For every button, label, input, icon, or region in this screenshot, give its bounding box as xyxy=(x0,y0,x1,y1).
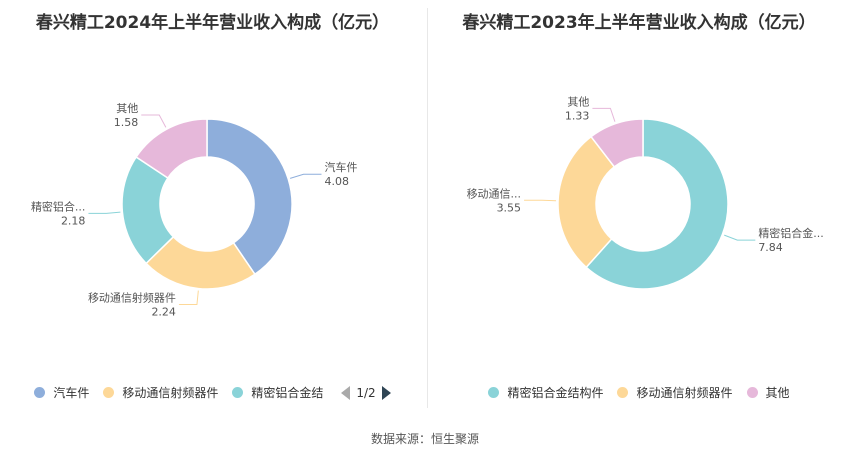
legend-item-aluminum-parts[interactable]: 精密铝合金结 xyxy=(232,384,323,401)
slice-label-value: 1.33 xyxy=(565,109,590,122)
slice-label-value: 3.55 xyxy=(497,201,522,214)
prev-page-icon[interactable] xyxy=(341,385,351,400)
legend-label: 移动通信射频器件 xyxy=(122,386,219,400)
label-leader-line xyxy=(592,107,616,122)
label-leader-line xyxy=(524,199,557,202)
legend: 精密铝合金结构件 移动通信射频器件 其他 xyxy=(428,384,850,401)
slice-label-value: 7.84 xyxy=(758,241,783,254)
pie-slice-3[interactable] xyxy=(135,118,208,180)
legend-item-auto-parts[interactable]: 汽车件 xyxy=(34,384,89,401)
legend-label: 精密铝合金结构件 xyxy=(507,386,604,400)
chart-title: 春兴精工2023年上半年营业收入构成（亿元） xyxy=(462,13,816,33)
label-leader-line xyxy=(141,114,167,128)
data-source-note: 数据来源：恒生聚源 xyxy=(370,432,479,446)
legend-page-indicator: 1/2 xyxy=(356,385,376,400)
slice-label-value: 4.08 xyxy=(325,175,350,188)
slice-label-value: 1.58 xyxy=(114,116,139,129)
donut-chart-2023: 精密铝合金...7.84 移动通信...3.55 其他1.33 xyxy=(467,95,824,290)
slice-label-name: 汽车件 xyxy=(325,160,358,174)
slice-label-name: 移动通信射频器件 xyxy=(88,290,176,304)
legend-marker xyxy=(488,387,500,398)
pie-slice-1[interactable] xyxy=(557,135,616,269)
legend-marker xyxy=(746,387,758,398)
next-page-icon[interactable] xyxy=(381,385,391,400)
pie-slice-0[interactable] xyxy=(585,118,729,290)
legend-label: 汽车件 xyxy=(53,386,90,400)
panel-divider xyxy=(427,8,428,408)
legend-item-aluminum-parts[interactable]: 精密铝合金结构件 xyxy=(488,384,603,401)
chart-panel-2023: 春兴精工2023年上半年营业收入构成（亿元） 精密铝合金... 7.84 移动通信.… xyxy=(428,0,850,410)
chart-title: 春兴精工2024年上半年营业收入构成（亿元） xyxy=(35,13,390,33)
pie-slice-0[interactable] xyxy=(206,118,293,276)
pie-slice-2[interactable] xyxy=(590,118,644,168)
label-leader-line xyxy=(289,173,322,179)
legend-label: 精密铝合金结 xyxy=(251,386,324,400)
legend-label: 移动通信射频器件 xyxy=(636,386,733,400)
legend-label: 其他 xyxy=(765,386,790,400)
label-leader-line xyxy=(724,234,756,241)
slice-label-name: 移动通信... xyxy=(467,187,522,200)
legend-marker xyxy=(617,387,629,398)
legend-marker xyxy=(34,387,46,398)
legend: 汽车件 移动通信射频器件 精密铝合金结 1/2 xyxy=(0,384,425,401)
chart-panel-2024: 春兴精工2024年上半年营业收入构成（亿元） 汽车件 4.08 移动通信射频器件 2.… xyxy=(0,0,425,410)
slice-label-value: 2.24 xyxy=(151,305,176,318)
label-leader-line xyxy=(178,290,199,305)
legend-item-rf-devices[interactable]: 移动通信射频器件 xyxy=(103,384,218,401)
slice-label-name: 精密铝合... xyxy=(31,199,86,213)
slice-label-value: 2.18 xyxy=(61,214,86,227)
slice-label-name: 其他 xyxy=(567,95,589,108)
legend-item-other[interactable]: 其他 xyxy=(746,384,790,401)
legend-marker xyxy=(232,387,244,398)
legend-marker xyxy=(103,387,115,398)
legend-item-rf-devices[interactable]: 移动通信射频器件 xyxy=(617,384,733,401)
slice-label-name: 精密铝合金... xyxy=(758,226,824,240)
slice-label-name: 其他 xyxy=(116,102,138,115)
label-leader-line xyxy=(88,211,121,214)
legend-pager: 1/2 xyxy=(341,385,391,400)
